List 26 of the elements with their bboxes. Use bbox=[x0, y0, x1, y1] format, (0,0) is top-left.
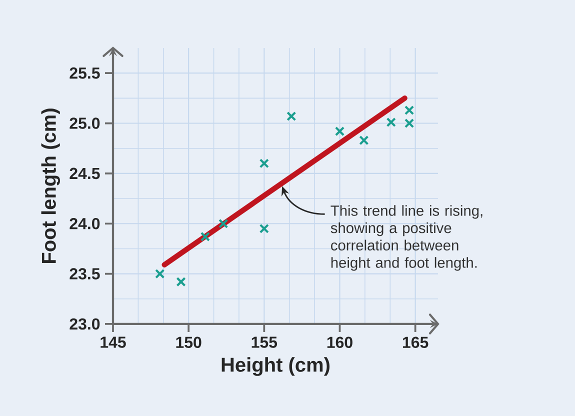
point bbox=[259, 224, 270, 234]
point bbox=[359, 135, 369, 146]
point bbox=[259, 158, 270, 168]
y-axis-title: Foot length (cm) bbox=[41, 108, 60, 263]
x-tick-label: 160 bbox=[327, 336, 352, 348]
point bbox=[404, 118, 414, 128]
point bbox=[200, 232, 210, 242]
y-tick-label: 24.0 bbox=[70, 218, 100, 230]
y-tick-label: 24.5 bbox=[70, 168, 100, 180]
x-tick-label: 165 bbox=[402, 336, 428, 348]
point bbox=[176, 276, 186, 287]
y-tick-label: 25.5 bbox=[70, 67, 100, 79]
x-tick-label: 150 bbox=[176, 336, 202, 348]
annotation: This trend line is rising, showing a positive correlation between height and foot length. bbox=[330, 205, 482, 271]
point bbox=[404, 105, 414, 116]
y-tick-label: 23.5 bbox=[70, 268, 100, 280]
point bbox=[286, 111, 296, 122]
x-tick-label: 155 bbox=[252, 336, 278, 348]
point bbox=[334, 126, 345, 136]
y-tick-label: 23.0 bbox=[70, 318, 100, 330]
y-tick-label: 25.0 bbox=[70, 118, 100, 129]
x-tick-label: 145 bbox=[100, 336, 126, 348]
point bbox=[155, 268, 165, 279]
x-axis-title: Height (cm) bbox=[222, 357, 330, 376]
point bbox=[386, 117, 396, 128]
point bbox=[218, 218, 228, 228]
